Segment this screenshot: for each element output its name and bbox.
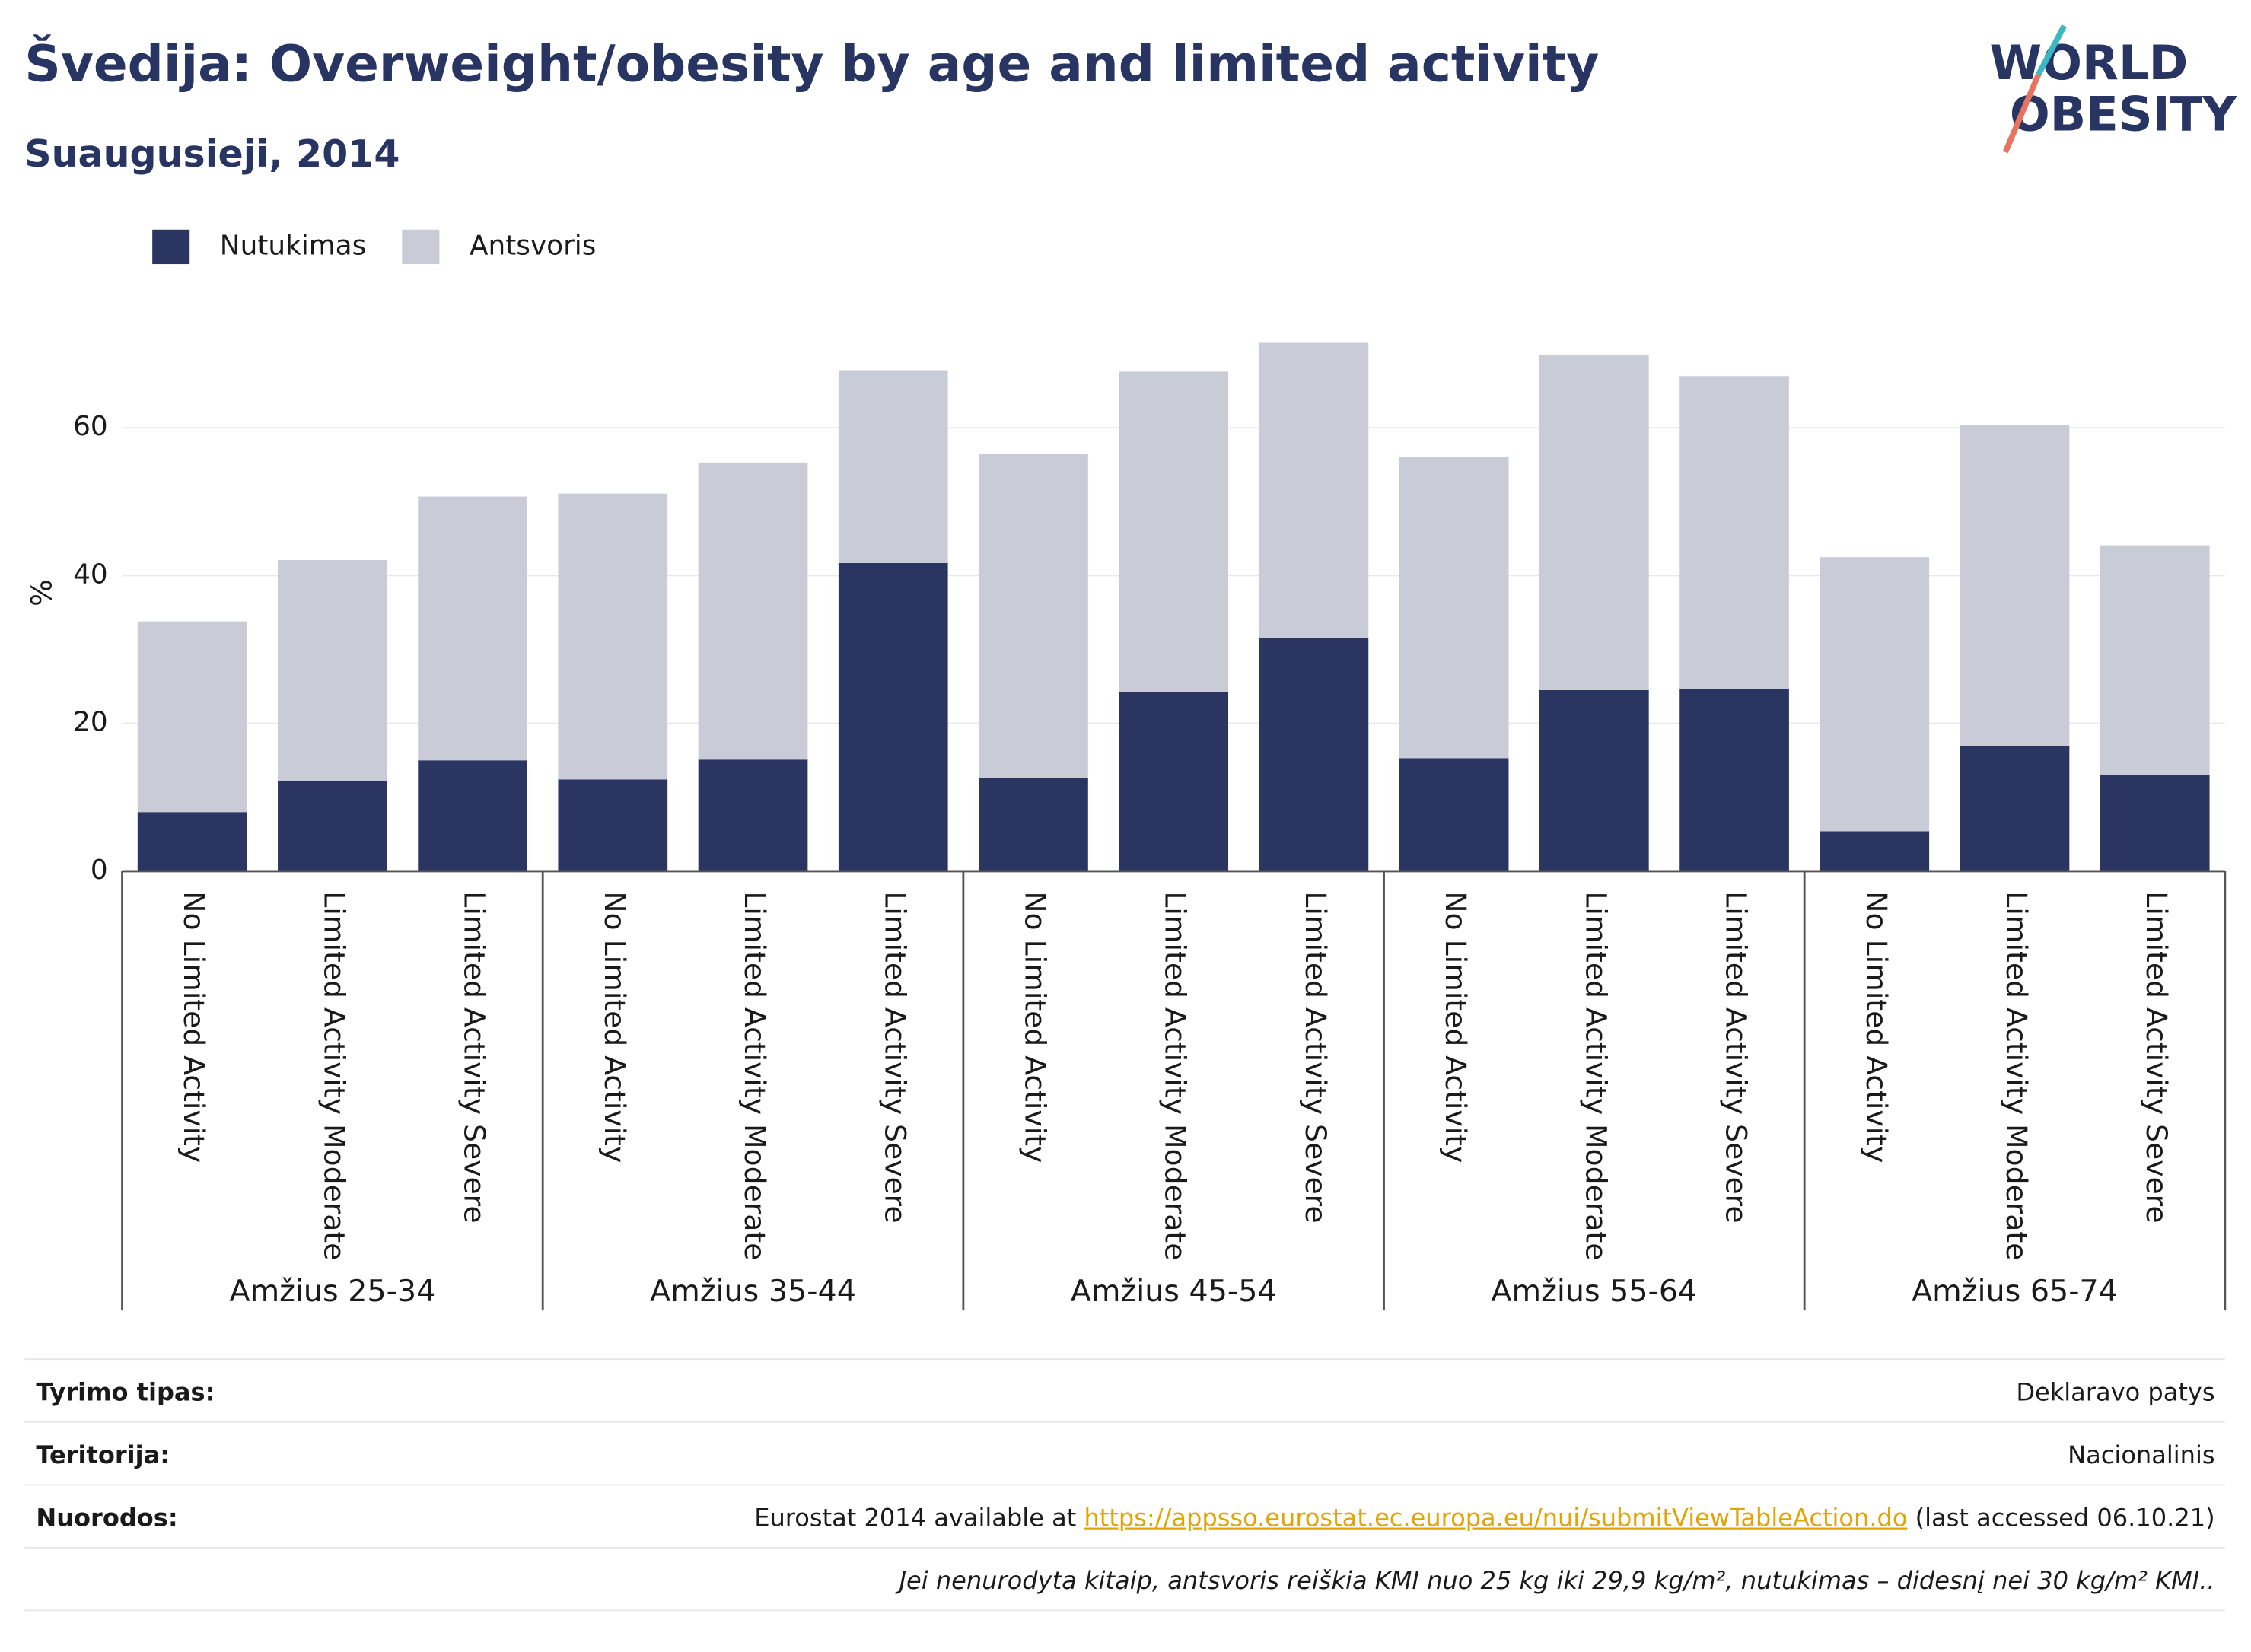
x-tick-label: No Limited Activity [1860,891,1893,1163]
bar [1539,355,1649,690]
x-tick-label: Limited Activity Moderate [317,891,351,1260]
group-label: Amžius 55-64 [1491,1274,1697,1309]
chart-title: Švedija: Overweight/obesity by age and l… [24,35,1599,94]
footer-label: Teritorija: [36,1440,170,1469]
x-tick-label: No Limited Activity [598,891,632,1163]
footer-link[interactable]: https://appsso.eurostat.ec.europa.eu/nui… [1084,1504,1908,1533]
footer-label: Nuorodos: [36,1504,177,1533]
bar [838,370,948,563]
bar [1960,746,2070,871]
footer-text: (last accessed 06.10.21) [1907,1504,2214,1533]
x-tick-label: Limited Activity Moderate [738,891,772,1260]
group-label: Amžius 35-44 [650,1274,856,1309]
x-tick-label: Limited Activity Severe [1720,891,1753,1223]
legend-swatch [152,229,190,265]
group-label: Amžius 65-74 [1912,1274,2118,1309]
bar [979,778,1088,871]
y-tick-label: 0 [91,855,108,886]
bar [1820,557,1930,832]
footer-value: Deklaravo patys [2016,1377,2214,1406]
bar [838,562,948,871]
bar [1119,691,1229,871]
legend-swatch [402,229,440,265]
y-tick-label: 20 [73,707,108,738]
bar [558,779,668,871]
bar [1399,457,1509,759]
bar [278,781,387,871]
bar [278,560,387,781]
y-axis-label: % [24,579,58,606]
bar [1259,638,1369,871]
bar [1399,758,1509,871]
bar [418,496,527,761]
footer-value: Nacionalinis [2068,1440,2214,1469]
bar [1539,689,1649,871]
x-tick-label: Limited Activity Moderate [1159,891,1192,1260]
logo-text: WORLD [1989,35,2188,91]
bar [698,759,808,871]
footer-label: Tyrimo tipas: [36,1377,215,1406]
footer-value: Eurostat 2014 available at https://appss… [754,1504,2214,1533]
bar [137,621,247,813]
logo-text: OBESITY [2010,87,2237,142]
bar [1119,371,1229,692]
x-tick-label: No Limited Activity [1018,891,1052,1163]
bar [137,812,247,871]
bar [418,760,527,871]
y-tick-label: 60 [73,411,108,442]
chart-subtitle: Suaugusieji, 2014 [24,132,400,176]
logo: WORLD OBESITY [1989,24,2237,154]
x-tick-label: Limited Activity Moderate [1579,891,1613,1260]
x-tick-label: Limited Activity Moderate [2000,891,2033,1260]
footer-text: Eurostat 2014 available at [754,1504,1084,1533]
x-tick-label: No Limited Activity [1439,891,1473,1163]
bar [979,454,1088,778]
x-tick-label: Limited Activity Severe [458,891,492,1223]
bar [1259,342,1369,639]
x-tick-label: No Limited Activity [177,891,211,1163]
bar [558,493,668,780]
bar [698,462,808,760]
footer-note: Jei nenurodyta kitaip, antsvoris reiškia… [895,1566,2215,1595]
legend-label: Nutukimas [220,230,367,261]
group-label: Amžius 25-34 [229,1274,435,1309]
bar [2100,775,2210,871]
bar [1960,425,2070,746]
bar [1679,689,1789,871]
logo-slash [2002,73,2042,154]
group-label: Amžius 45-54 [1071,1274,1277,1309]
legend-label: Antsvoris [470,230,596,261]
x-tick-label: Limited Activity Severe [878,891,912,1223]
logo-slash [2036,24,2067,76]
bar [2100,545,2210,775]
x-tick-label: Limited Activity Severe [2140,891,2173,1223]
y-tick-label: 40 [73,559,108,590]
x-tick-label: Limited Activity Severe [1299,891,1332,1223]
bar [1679,376,1789,689]
bar [1820,831,1930,871]
